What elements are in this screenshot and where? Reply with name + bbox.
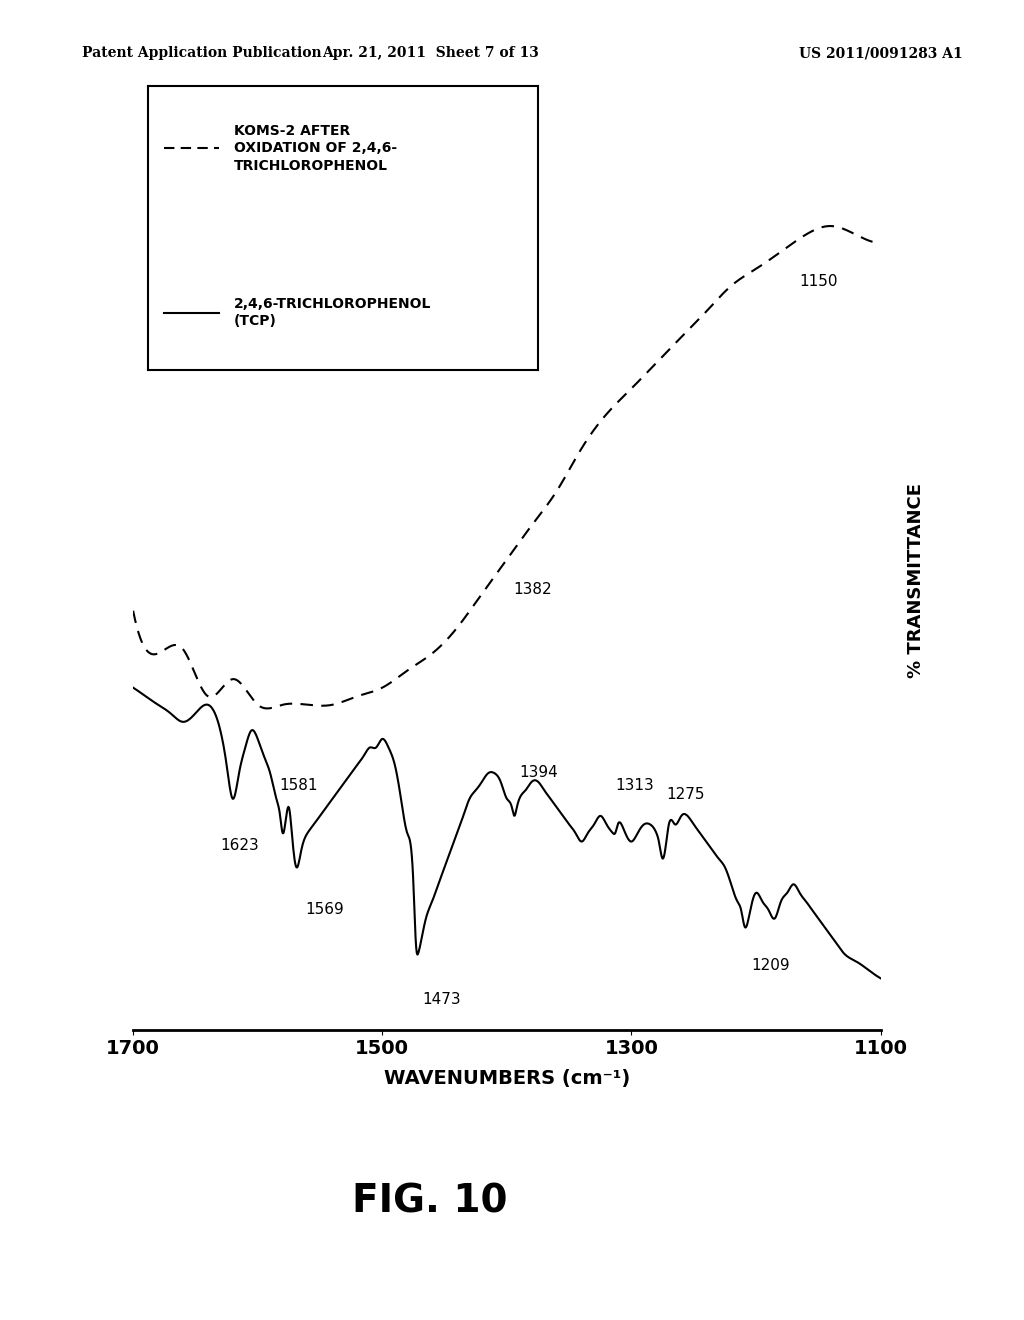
Text: KOMS-2 AFTER
OXIDATION OF 2,4,6-
TRICHLOROPHENOL: KOMS-2 AFTER OXIDATION OF 2,4,6- TRICHLO… bbox=[234, 124, 397, 173]
Text: 1382: 1382 bbox=[513, 582, 552, 597]
Text: Apr. 21, 2011  Sheet 7 of 13: Apr. 21, 2011 Sheet 7 of 13 bbox=[322, 46, 539, 61]
Text: 1581: 1581 bbox=[279, 779, 317, 793]
Text: 1569: 1569 bbox=[305, 902, 344, 917]
Text: 1623: 1623 bbox=[220, 838, 259, 853]
Text: Patent Application Publication: Patent Application Publication bbox=[82, 46, 322, 61]
Text: 1275: 1275 bbox=[667, 787, 705, 801]
Text: 1313: 1313 bbox=[615, 779, 654, 793]
Text: FIG. 10: FIG. 10 bbox=[352, 1183, 508, 1220]
Text: 1394: 1394 bbox=[519, 766, 558, 780]
Text: US 2011/0091283 A1: US 2011/0091283 A1 bbox=[799, 46, 963, 61]
Text: % TRANSMITTANCE: % TRANSMITTANCE bbox=[907, 483, 926, 678]
Text: 1150: 1150 bbox=[800, 273, 839, 289]
Text: 2,4,6-TRICHLOROPHENOL
(TCP): 2,4,6-TRICHLOROPHENOL (TCP) bbox=[234, 297, 431, 329]
Text: 1473: 1473 bbox=[422, 991, 461, 1007]
Text: 1209: 1209 bbox=[751, 958, 790, 973]
X-axis label: WAVENUMBERS (cm⁻¹): WAVENUMBERS (cm⁻¹) bbox=[384, 1069, 630, 1089]
